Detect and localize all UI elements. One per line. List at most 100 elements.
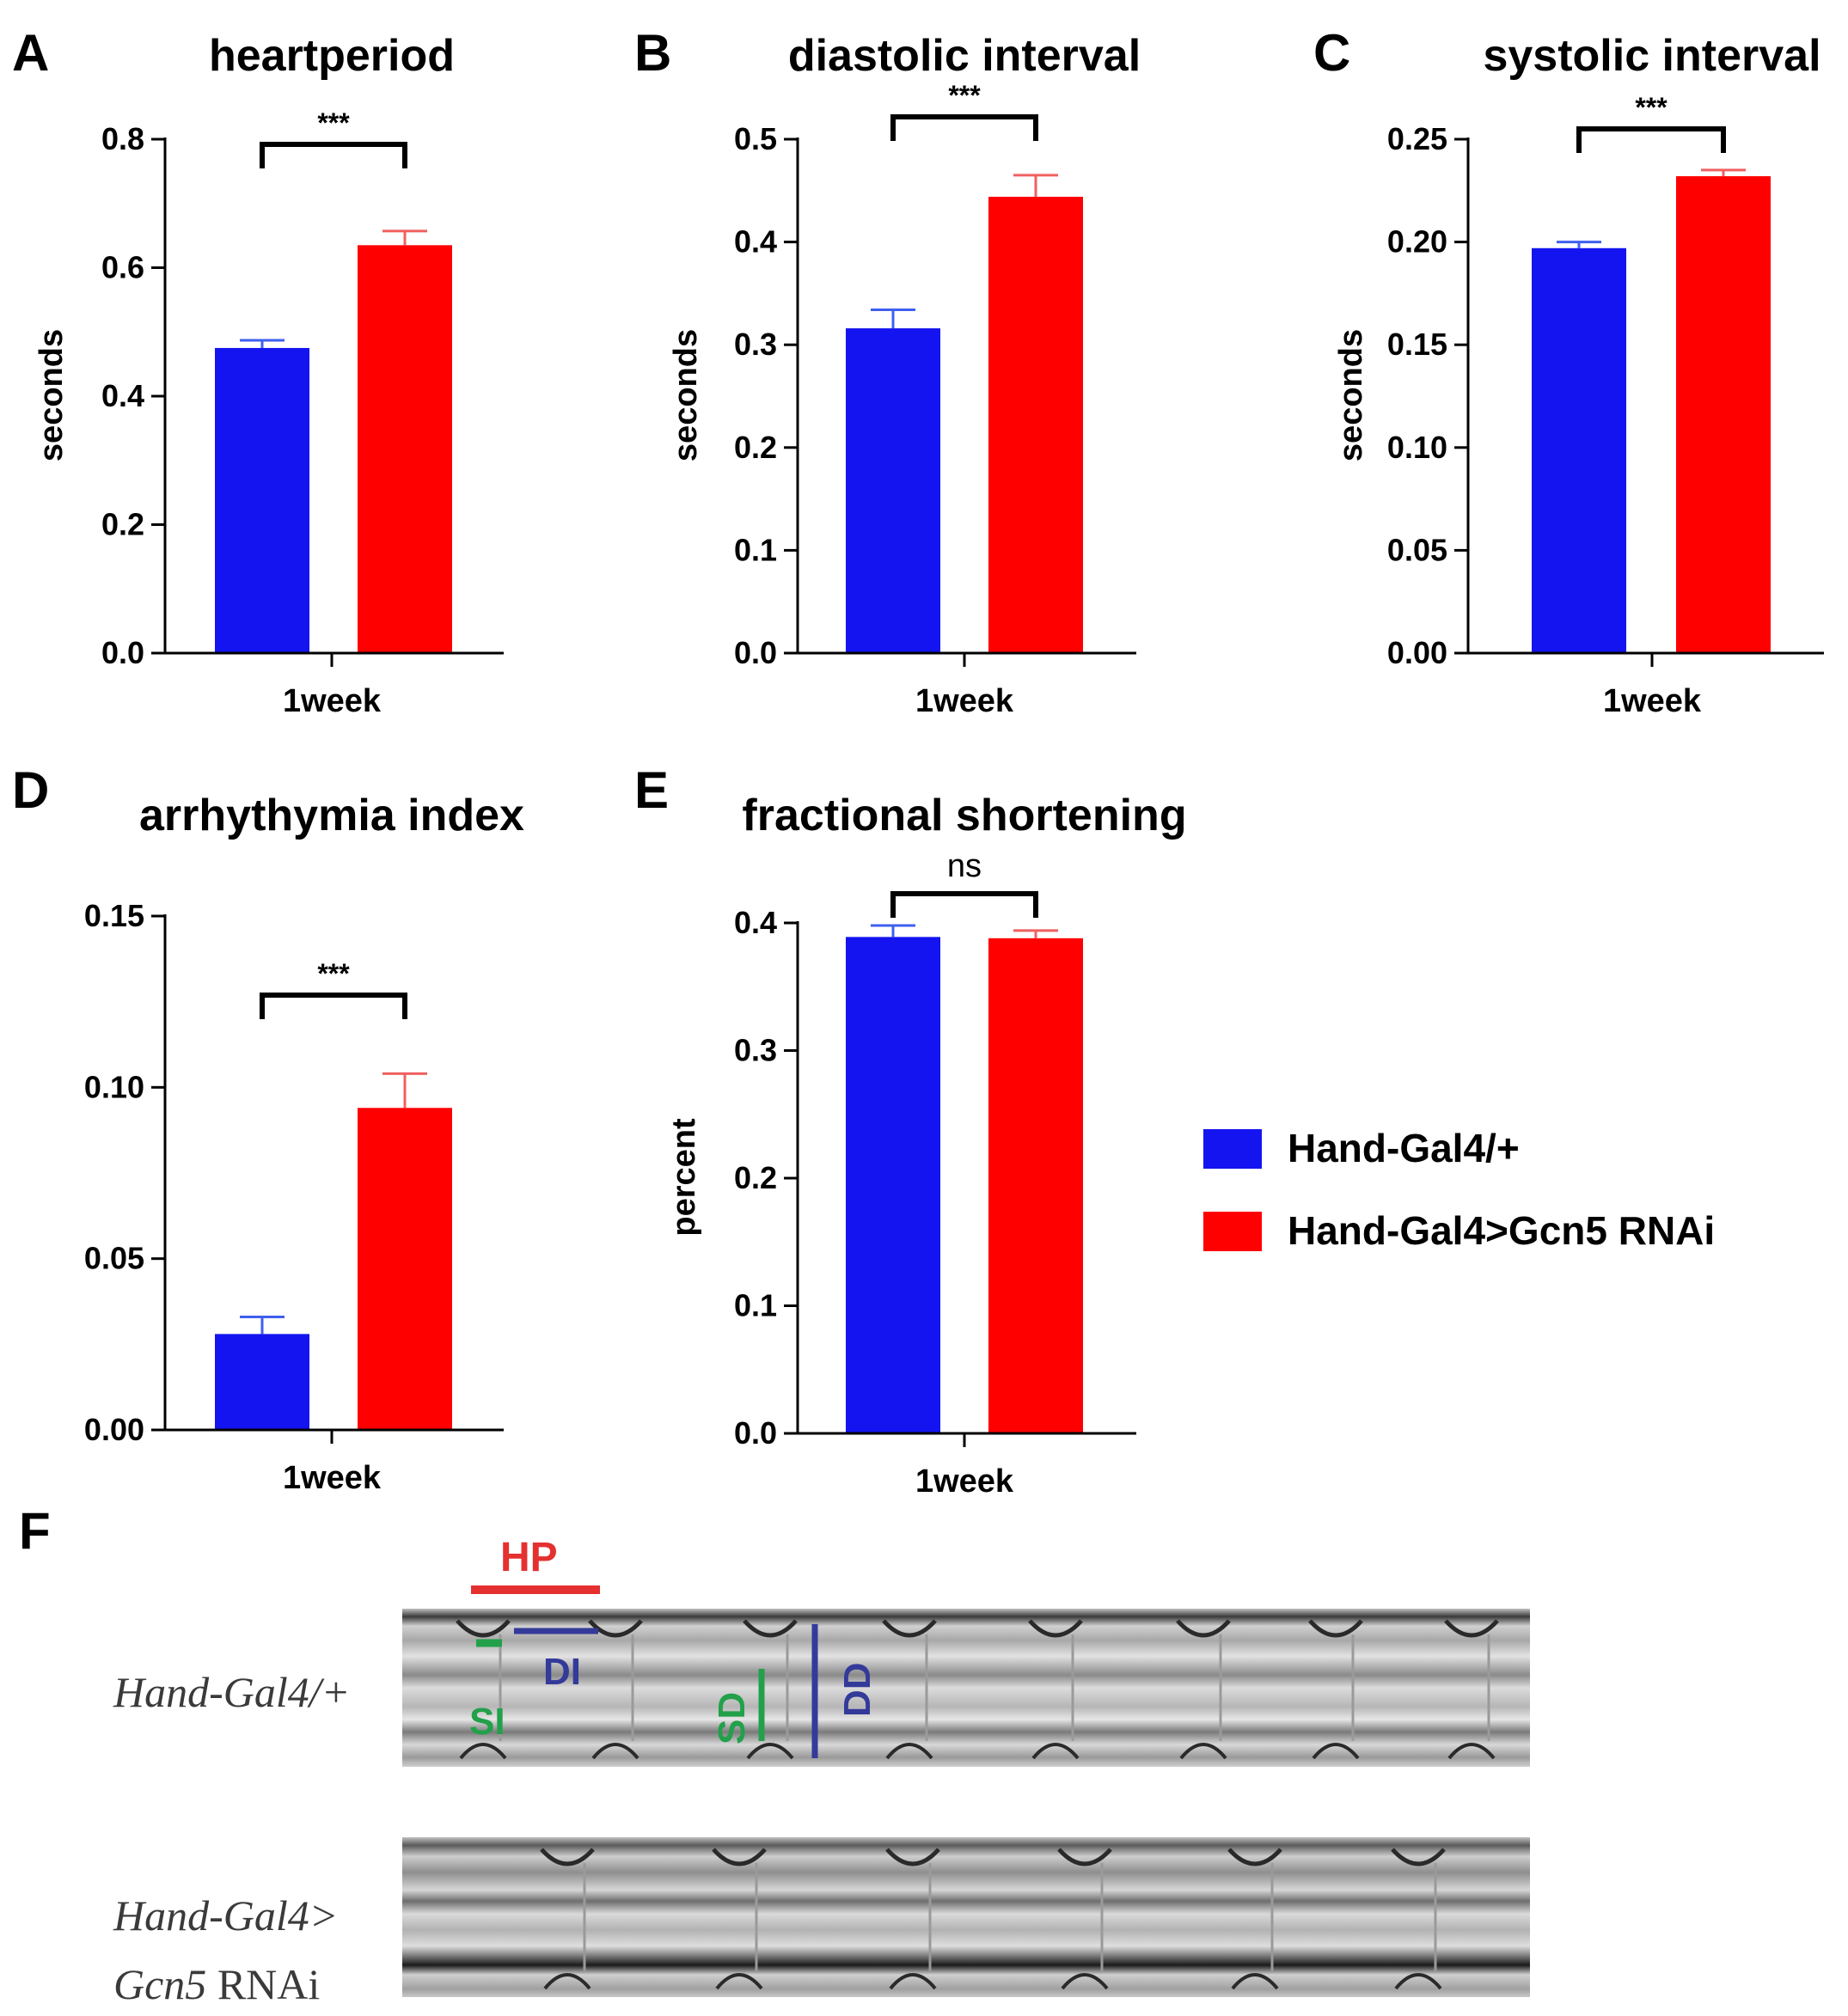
beat-mark: [1444, 1619, 1499, 1638]
beat-mark: [1231, 1973, 1279, 1990]
beat-mark: [1227, 1848, 1282, 1866]
beat-mark: [743, 1619, 798, 1638]
legend-label-rnai: Hand-Gal4>Gcn5 RNAi: [1288, 1208, 1715, 1253]
significance-bracket: [260, 993, 407, 1019]
beat-mark: [456, 1619, 511, 1638]
si-label: SI: [469, 1701, 505, 1743]
y-tick-label: 0.15: [84, 898, 144, 933]
y-tick-label: 0.6: [101, 250, 144, 285]
chart-title: fractional shortening: [742, 791, 1186, 840]
panel-letter-f: F: [19, 1502, 51, 1560]
significance-bracket: [260, 142, 407, 168]
y-tick-label: 0.00: [84, 1412, 144, 1447]
significance-bracket: [890, 114, 1038, 141]
significance-label: ***: [948, 80, 981, 111]
y-tick-label: 0.10: [84, 1069, 144, 1104]
beat-mark: [1312, 1743, 1360, 1760]
beat-mark: [1308, 1619, 1363, 1638]
y-tick-label: 0.05: [84, 1241, 144, 1276]
y-tick-label: 0.0: [734, 1415, 777, 1451]
y-tick-label: 0.20: [1387, 224, 1447, 260]
y-tick-label: 0.25: [1387, 121, 1447, 156]
beat-mark: [1176, 1619, 1231, 1638]
chart-arrhythmia-index: arrhythymia index 0.00 0.05 0.10 0.15 1week **…: [84, 791, 524, 1496]
beat-mark: [885, 1743, 933, 1760]
panel-letter-a: A: [12, 24, 49, 82]
y-tick-label: 0.2: [734, 430, 777, 465]
chart-title: systolic interval: [1483, 31, 1820, 81]
significance-bracket: [890, 891, 1038, 918]
y-tick-label: 0.4: [734, 905, 777, 940]
chart-fractional-shortening: fractional shortening percent 0.0 0.1 0.2 0.3…: [666, 791, 1187, 1500]
kymograph-label-rnai-suffix: RNAi: [206, 1960, 320, 2008]
beat-mark: [1031, 1743, 1080, 1760]
kymograph-panel: Hand-Gal4/+ Hand-Gal4> Gcn5 RNAi HP SI D…: [113, 1535, 1530, 2008]
beat-mark: [1391, 1848, 1446, 1866]
kymograph-rnai: [402, 1837, 1530, 1997]
y-tick-label: 0.0: [734, 635, 777, 670]
chart-heartperiod: heartperiod seconds 0.0 0.2 0.4 0.6 0.8 1week **…: [34, 31, 504, 719]
kymograph-rnai-beats: [540, 1848, 1446, 1990]
beat-mark: [1061, 1973, 1109, 1990]
chart-systolic-interval: systolic interval seconds 0.00 0.05 0.10 0.15…: [1333, 31, 1824, 719]
bar-control: [215, 347, 309, 653]
beat-mark: [715, 1973, 763, 1990]
beat-mark: [1447, 1743, 1496, 1760]
beat-mark: [746, 1743, 794, 1760]
kymograph-control-beats: [456, 1619, 1499, 1760]
y-tick-label: 0.2: [101, 507, 144, 542]
y-tick-label: 0.3: [734, 327, 777, 362]
sd-label: SD: [711, 1692, 753, 1744]
bar-control: [215, 1334, 309, 1430]
kymograph-label-rnai-line1: Hand-Gal4>: [113, 1891, 339, 1940]
significance-label: ***: [1635, 92, 1667, 123]
y-tick-label: 0.4: [734, 224, 777, 260]
hp-label: HP: [500, 1535, 558, 1580]
y-tick-label: 0.5: [734, 121, 777, 156]
bar-control: [846, 328, 940, 653]
y-tick-label: 0.4: [101, 378, 144, 413]
y-tick-label: 0.05: [1387, 532, 1447, 567]
dd-label: DD: [836, 1662, 878, 1717]
bar-rnai: [358, 245, 452, 653]
y-tick-label: 0.00: [1387, 635, 1447, 670]
beat-mark: [1057, 1848, 1112, 1866]
y-tick-label: 0.8: [101, 121, 144, 156]
y-tick-label: 0.2: [734, 1160, 777, 1195]
chart-title: arrhythymia index: [139, 791, 524, 840]
significance-label: ***: [317, 107, 350, 138]
x-category-label: 1week: [1603, 683, 1702, 719]
y-axis-label: seconds: [668, 329, 704, 461]
y-tick-label: 0.15: [1387, 327, 1447, 362]
beat-mark: [1179, 1743, 1227, 1760]
x-category-label: 1week: [283, 683, 382, 719]
legend: Hand-Gal4/+ Hand-Gal4>Gcn5 RNAi: [1203, 1126, 1715, 1253]
significance-label: ***: [317, 958, 350, 989]
di-label: DI: [543, 1651, 581, 1693]
significance-label: ns: [947, 848, 982, 884]
beat-mark: [543, 1973, 591, 1990]
beat-mark: [712, 1848, 767, 1866]
significance-bracket: [1576, 126, 1726, 153]
kymograph-label-rnai-gene: Gcn5: [113, 1960, 206, 2008]
beat-mark: [882, 1619, 937, 1638]
kymograph-label-rnai-line2: Gcn5 RNAi: [113, 1960, 320, 2008]
y-tick-label: 0.0: [101, 635, 144, 670]
x-category-label: 1week: [915, 1463, 1014, 1500]
bar-control: [1532, 247, 1626, 653]
bar-rnai: [358, 1108, 452, 1430]
chart-title: diastolic interval: [788, 31, 1141, 81]
beat-mark: [459, 1743, 507, 1760]
beat-mark: [540, 1848, 595, 1866]
bar-rnai: [1676, 176, 1771, 653]
y-axis-label: percent: [666, 1118, 702, 1237]
beat-mark: [588, 1619, 643, 1638]
legend-swatch-rnai: [1203, 1212, 1262, 1251]
legend-label-control: Hand-Gal4/+: [1288, 1126, 1520, 1170]
y-tick-label: 0.10: [1387, 430, 1447, 465]
y-tick-label: 0.1: [734, 1288, 777, 1323]
bar-rnai: [988, 938, 1083, 1433]
beat-mark: [889, 1973, 937, 1990]
beat-mark: [591, 1743, 639, 1760]
